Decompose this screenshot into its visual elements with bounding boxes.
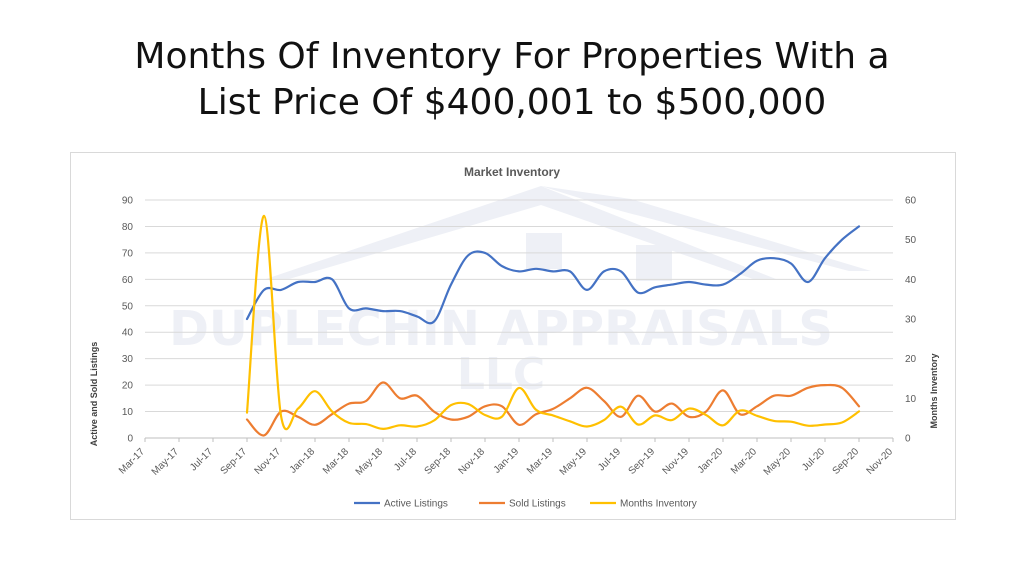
series-line-sold-listings	[245, 381, 861, 437]
x-tick-label: Nov-18	[457, 446, 488, 477]
x-tick-label: Nov-17	[253, 446, 284, 477]
slide-title: Months Of Inventory For Properties With …	[0, 34, 1024, 126]
y-tick-label-left: 10	[122, 407, 134, 418]
legend: Active Listings Sold Listings Months Inven…	[354, 499, 697, 510]
x-tick-label: Mar-20	[729, 446, 759, 476]
x-tick-label: Mar-18	[321, 446, 351, 476]
x-tick-label: Nov-20	[865, 446, 896, 477]
x-tick-label: Jan-19	[492, 446, 522, 476]
series-line-months-inventory	[245, 214, 861, 431]
y-tick-label-left: 90	[122, 196, 134, 207]
watermark-roof-left	[266, 186, 776, 279]
gridlines	[145, 199, 893, 413]
series-line-active-listings	[245, 225, 861, 325]
x-tick-label: Jul-19	[596, 446, 623, 473]
watermark: DUPLECHIN APPRAISALS LLC	[169, 186, 871, 400]
y-tick-label-right: 60	[905, 196, 917, 207]
x-tick-label: Mar-19	[525, 446, 555, 476]
x-tick-label: Mar-17	[117, 446, 147, 476]
x-tick-label: Jan-20	[696, 446, 726, 476]
watermark-roof-right	[541, 186, 871, 271]
x-tick-label: Jan-18	[288, 446, 318, 476]
x-tick-label: Jul-18	[392, 446, 419, 473]
slide-title-line-2: List Price Of $400,001 to $500,000	[197, 82, 827, 123]
x-tick-label: May-18	[354, 446, 386, 478]
x-tick-label: Sep-18	[423, 446, 454, 477]
x-tick-label: Sep-19	[627, 446, 658, 477]
y-tick-label-left: 30	[122, 354, 134, 365]
y-tick-label-right: 40	[905, 275, 917, 286]
x-tick-label: Nov-19	[661, 446, 692, 477]
x-tick-label: Jul-20	[800, 446, 827, 473]
y-axis-title-right: Months Inventory	[929, 353, 939, 428]
slide-title-line-1: Months Of Inventory For Properties With …	[134, 36, 890, 77]
y-tick-label-right: 10	[905, 394, 917, 405]
x-tick-label: May-17	[150, 446, 182, 478]
watermark-window-left	[526, 233, 562, 269]
y-tick-label-right: 50	[905, 235, 917, 246]
y-tick-label-left: 0	[127, 434, 133, 445]
y-tick-label-left: 50	[122, 301, 134, 312]
y-tick-label-right: 0	[905, 434, 911, 445]
legend-label-months-inventory: Months Inventory	[620, 499, 697, 510]
y-tick-label-left: 40	[122, 328, 134, 339]
chart-area: DUPLECHIN APPRAISALS LLC 0 10 20 30 40 50 60 70…	[70, 152, 956, 520]
watermark-window-right	[636, 245, 672, 281]
y-axis-title-left: Active and Sold Listings	[89, 342, 99, 447]
market-inventory-chart: DUPLECHIN APPRAISALS LLC 0 10 20 30 40 50 60 70…	[89, 165, 939, 510]
series-lines	[245, 214, 861, 437]
x-tick-label: May-19	[558, 446, 590, 478]
y-tick-label-right: 20	[905, 354, 917, 365]
x-tick-label: Jul-17	[188, 446, 215, 473]
y-tick-label-right: 30	[905, 315, 917, 326]
y-tick-label-left: 60	[122, 275, 134, 286]
x-tick-label: Sep-17	[219, 446, 250, 477]
x-tick-label: Sep-20	[831, 446, 862, 477]
y-tick-label-left: 70	[122, 248, 134, 259]
x-tick-label: May-20	[762, 446, 794, 478]
legend-label-active-listings: Active Listings	[384, 499, 448, 510]
legend-label-sold-listings: Sold Listings	[509, 499, 566, 510]
y-tick-label-left: 80	[122, 222, 134, 233]
watermark-company-suffix: LLC	[457, 349, 545, 400]
watermark-company-name: DUPLECHIN APPRAISALS	[169, 301, 833, 357]
y-tick-label-left: 20	[122, 381, 134, 392]
chart-title: Market Inventory	[464, 165, 560, 179]
